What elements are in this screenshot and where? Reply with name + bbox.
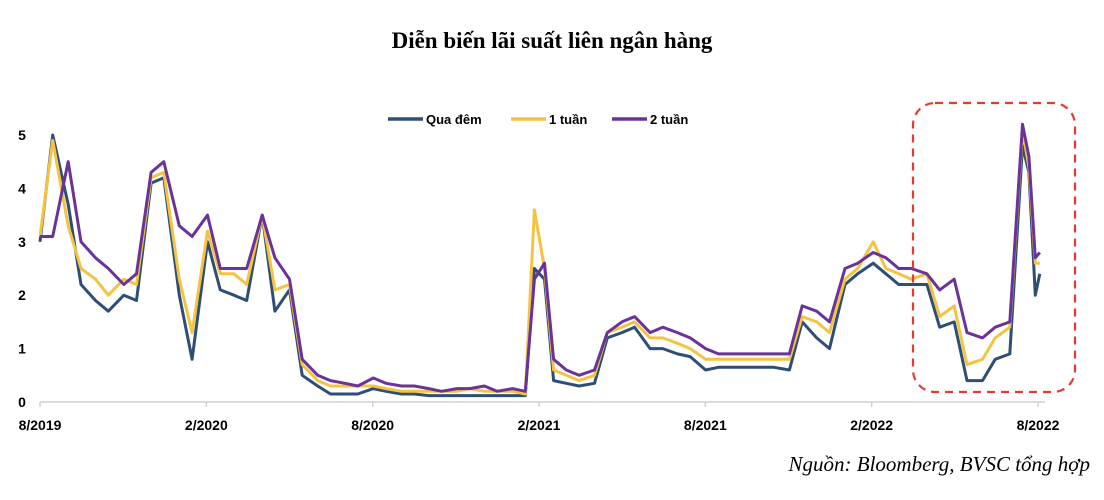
series-line-3 xyxy=(40,122,1041,393)
chart-title: Diễn biến lãi suất liên ngân hàng xyxy=(391,28,713,53)
legend-label: Qua đêm xyxy=(426,112,482,127)
x-tick-label: 8/2020 xyxy=(351,417,394,433)
legend-label: 1 tuần xyxy=(549,112,587,127)
legend-label: 2 tuần xyxy=(650,112,688,127)
x-tick-label: 8/2022 xyxy=(1017,417,1060,433)
highlight-box xyxy=(911,101,1077,394)
y-tick-label: 1 xyxy=(18,341,26,357)
x-tick-label: 2/2022 xyxy=(850,417,893,433)
x-tick-label: 2/2021 xyxy=(518,417,561,433)
y-tick-label: 3 xyxy=(18,234,26,250)
y-tick-label: 5 xyxy=(18,127,26,143)
x-tick-label: 2/2020 xyxy=(185,417,228,433)
y-tick-label: 2 xyxy=(18,287,26,303)
y-tick-label: 4 xyxy=(18,180,26,196)
y-tick-label: 0 xyxy=(18,394,26,410)
x-tick-label: 8/2019 xyxy=(19,417,62,433)
x-tick-label: 8/2021 xyxy=(684,417,727,433)
series-line-1 xyxy=(38,133,1042,398)
source-note: Nguồn: Bloomberg, BVSC tổng hợp xyxy=(788,452,1091,476)
